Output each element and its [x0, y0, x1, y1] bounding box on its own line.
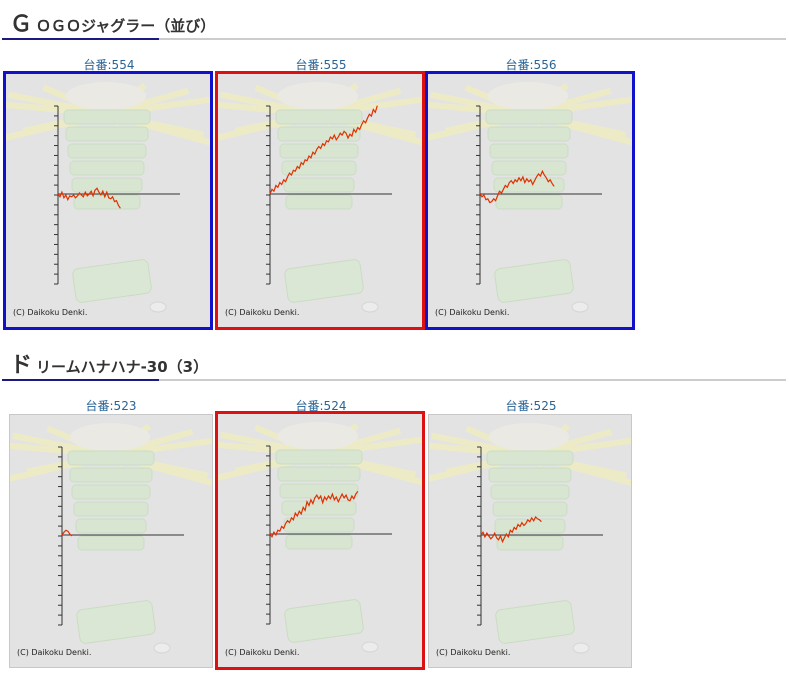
copyright-text: (C) Daikoku Denki.	[225, 308, 300, 317]
copyright-text: (C) Daikoku Denki.	[13, 308, 88, 317]
slump-series-line	[57, 187, 121, 209]
machine-illustration	[218, 422, 422, 653]
copyright-text: (C) Daikoku Denki.	[436, 648, 511, 657]
machine-graph-card[interactable]: (C) Daikoku Denki.	[9, 414, 213, 668]
machine-illustration	[10, 423, 212, 654]
section-title-text: ＯＧＯジャグラー（並び）	[36, 17, 216, 35]
machine-illustration	[429, 423, 631, 654]
machine-number-label[interactable]: 台番:554	[83, 58, 135, 72]
machine-number-label[interactable]: 台番:523	[85, 399, 137, 413]
slump-series-line	[269, 490, 359, 539]
slump-graph	[10, 423, 212, 654]
slump-series-line	[269, 105, 378, 195]
copyright-text: (C) Daikoku Denki.	[435, 308, 510, 317]
machine-number-label[interactable]: 台番:555	[295, 58, 347, 72]
machine-number-label[interactable]: 台番:524	[295, 399, 347, 413]
section-title-initial: ド	[10, 353, 33, 378]
slump-series-line	[479, 169, 555, 204]
section-divider	[2, 38, 786, 40]
copyright-text: (C) Daikoku Denki.	[17, 648, 92, 657]
slump-series-line	[61, 529, 73, 537]
machine-graph-card[interactable]: (C) Daikoku Denki.	[428, 414, 632, 668]
machine-illustration	[6, 82, 210, 313]
slump-series-line	[480, 516, 542, 544]
section-divider	[2, 379, 786, 381]
section-title-initial: Ｇ	[10, 12, 33, 37]
slump-graph	[218, 82, 422, 313]
machine-graph-card[interactable]: (C) Daikoku Denki.	[215, 411, 425, 670]
machine-number-label[interactable]: 台番:525	[505, 399, 557, 413]
section-title-text: リームハナハナ-30（3）	[36, 358, 209, 376]
machine-graph-card[interactable]: (C) Daikoku Denki.	[215, 71, 425, 330]
copyright-text: (C) Daikoku Denki.	[225, 648, 300, 657]
slump-graph	[428, 82, 632, 313]
machine-graph-card[interactable]: (C) Daikoku Denki.	[3, 71, 213, 330]
slump-graph	[6, 82, 210, 313]
machine-number-label[interactable]: 台番:556	[505, 58, 557, 72]
machine-illustration	[428, 82, 632, 313]
section-title-dream-hanahana: ド リームハナハナ-30（3）	[10, 347, 209, 378]
machine-graph-card[interactable]: (C) Daikoku Denki.	[425, 71, 635, 330]
slump-graph	[429, 423, 631, 654]
machine-illustration	[218, 82, 422, 313]
section-title-gogo-juggler: Ｇ ＯＧＯジャグラー（並び）	[10, 6, 216, 37]
slump-graph	[218, 422, 422, 653]
